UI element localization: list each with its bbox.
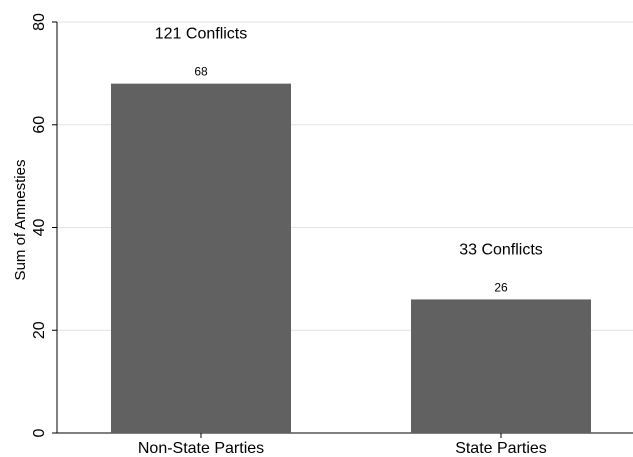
bars	[111, 83, 591, 434]
y-tick-label-60: 60	[31, 116, 48, 134]
data-labels: 68 26	[194, 65, 508, 295]
data-label-0: 68	[194, 65, 208, 79]
x-axis: Non-State Parties State Parties	[57, 432, 633, 457]
annotation-0: 121 Conflicts	[155, 26, 248, 43]
bar-non-state-parties	[111, 83, 291, 434]
bar-state-parties	[411, 299, 591, 433]
y-axis: 0 20 40 60 80	[31, 13, 58, 437]
y-tick-label-20: 20	[31, 321, 48, 339]
x-tick-label-1: State Parties	[455, 440, 547, 457]
annotation-1: 33 Conflicts	[459, 241, 543, 258]
annotations: 121 Conflicts 33 Conflicts	[155, 26, 543, 259]
y-tick-label-40: 40	[31, 219, 48, 237]
x-tick-label-0: Non-State Parties	[138, 440, 264, 457]
y-axis-title: Sum of Amnesties	[12, 160, 29, 281]
y-tick-label-0: 0	[31, 428, 48, 437]
data-label-1: 26	[494, 280, 508, 294]
y-tick-label-80: 80	[31, 13, 48, 31]
